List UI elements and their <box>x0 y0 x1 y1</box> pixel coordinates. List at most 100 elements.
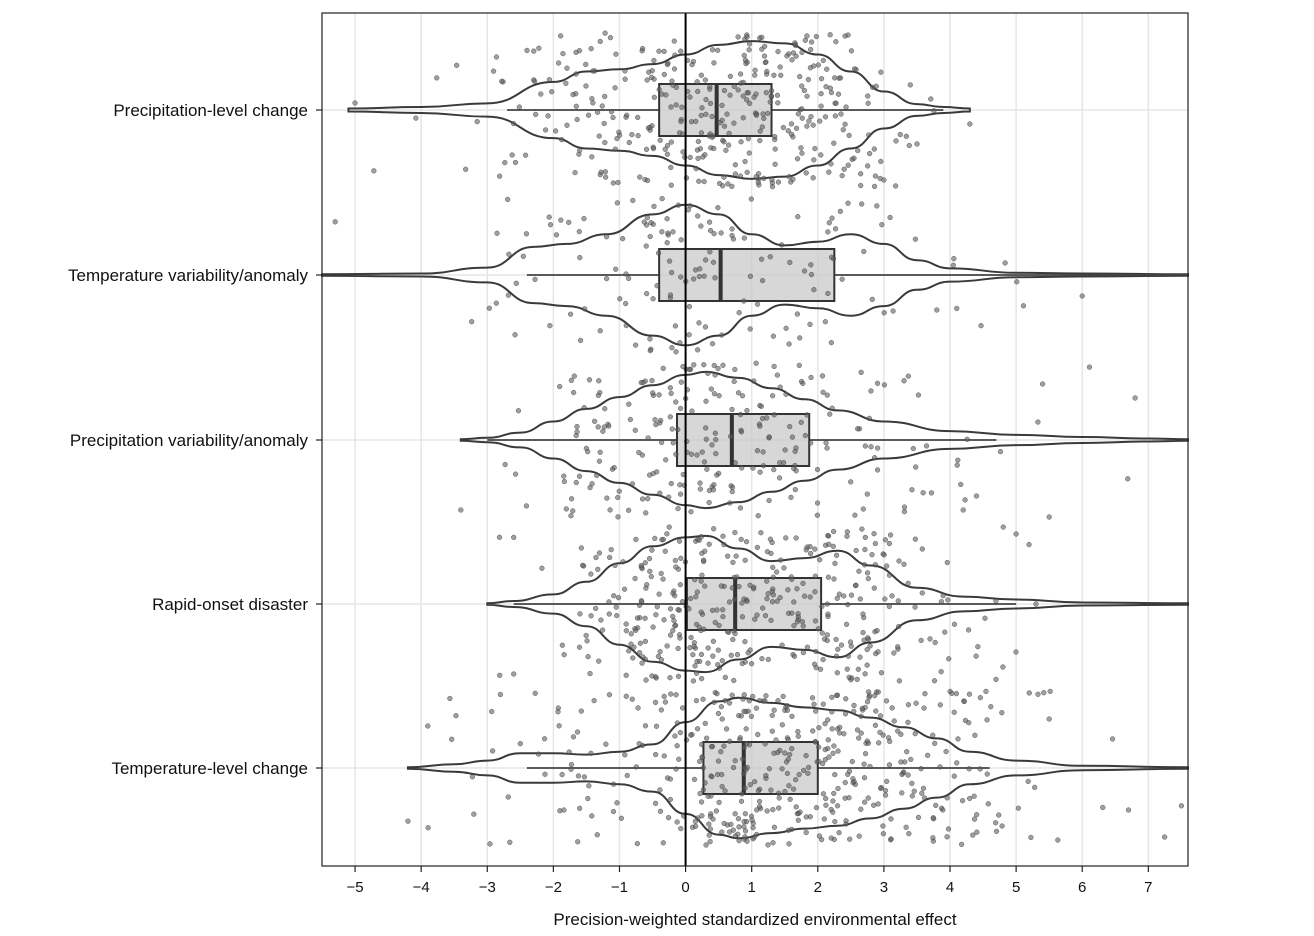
jitter-point <box>881 552 887 558</box>
jitter-point <box>849 758 855 765</box>
jitter-point <box>758 256 765 262</box>
jitter-point <box>581 306 588 312</box>
jitter-point-outlier <box>352 100 358 106</box>
jitter-point <box>738 139 744 145</box>
jitter-point <box>532 690 538 696</box>
jitter-point <box>635 705 641 711</box>
jitter-point <box>715 47 721 53</box>
jitter-point <box>632 427 638 433</box>
jitter-point <box>622 68 628 74</box>
jitter-point <box>493 300 500 306</box>
jitter-point <box>1035 691 1041 697</box>
jitter-point <box>571 373 577 379</box>
category-label-4: Temperature-level change <box>111 759 308 778</box>
jitter-point <box>785 756 791 762</box>
jitter-point <box>843 621 850 627</box>
jitter-point <box>771 412 777 418</box>
jitter-point <box>507 839 513 845</box>
jitter-point <box>589 481 595 487</box>
jitter-point <box>799 106 805 112</box>
jitter-point-outlier <box>425 723 431 729</box>
jitter-point <box>731 574 737 581</box>
jitter-point <box>662 699 669 705</box>
jitter-point <box>606 423 612 429</box>
jitter-point <box>639 452 646 458</box>
jitter-point <box>715 710 722 717</box>
jitter-point <box>736 824 742 830</box>
jitter-point <box>786 174 792 180</box>
jitter-point <box>596 133 602 139</box>
jitter-point <box>662 548 668 554</box>
jitter-point <box>711 145 717 152</box>
jitter-point <box>800 649 807 656</box>
jitter-point <box>770 840 776 846</box>
jitter-point <box>810 122 816 128</box>
jitter-point <box>874 467 881 473</box>
jitter-point <box>692 267 699 273</box>
jitter-point <box>746 41 753 47</box>
jitter-point <box>972 732 978 738</box>
jitter-point <box>829 694 835 700</box>
jitter-point <box>847 639 854 645</box>
jitter-point <box>965 627 972 633</box>
jitter-point <box>531 77 537 83</box>
jitter-point <box>819 630 825 636</box>
jitter-point <box>899 771 905 778</box>
jitter-point <box>788 574 795 580</box>
jitter-point <box>896 678 903 684</box>
jitter-point <box>828 340 835 346</box>
jitter-point <box>914 141 920 147</box>
jitter-point <box>649 377 655 384</box>
jitter-point <box>623 621 629 627</box>
jitter-point <box>552 128 559 134</box>
jitter-point <box>721 87 728 94</box>
jitter-point <box>650 624 656 630</box>
jitter-point <box>831 576 837 582</box>
jitter-point <box>533 111 539 118</box>
jitter-point <box>633 536 639 543</box>
jitter-point <box>792 777 799 783</box>
jitter-point <box>937 702 943 708</box>
jitter-point <box>630 655 636 661</box>
jitter-point <box>664 142 671 149</box>
jitter-point <box>855 426 861 432</box>
jitter-point <box>875 649 881 655</box>
jitter-point <box>1100 804 1106 811</box>
jitter-point <box>687 154 693 161</box>
jitter-point <box>897 131 903 138</box>
jitter-point <box>678 555 684 561</box>
jitter-point <box>698 799 705 805</box>
jitter-point <box>697 480 703 486</box>
jitter-point <box>719 332 725 338</box>
jitter-point <box>765 591 771 597</box>
jitter-point <box>716 622 722 629</box>
jitter-point <box>568 761 575 768</box>
jitter-point <box>835 785 841 792</box>
jitter-point <box>729 232 735 239</box>
jitter-point <box>886 762 893 768</box>
jitter-point <box>737 71 744 77</box>
jitter-point <box>805 770 811 777</box>
jitter-point <box>817 557 823 563</box>
jitter-point <box>775 179 782 185</box>
jitter-point <box>888 837 894 843</box>
jitter-point <box>938 669 944 675</box>
jitter-point <box>737 173 744 179</box>
jitter-point <box>653 723 660 729</box>
jitter-point <box>825 574 832 580</box>
jitter-point <box>931 678 938 684</box>
jitter-point <box>678 48 684 54</box>
jitter-point <box>862 751 869 757</box>
jitter-point <box>779 242 785 248</box>
jitter-point <box>839 173 845 179</box>
jitter-point <box>509 152 515 158</box>
jitter-point <box>875 801 881 807</box>
jitter-point <box>709 774 715 780</box>
jitter-point <box>686 332 692 338</box>
jitter-point <box>818 76 825 82</box>
jitter-point <box>561 478 568 485</box>
jitter-point <box>694 658 700 665</box>
jitter-point <box>750 693 756 700</box>
jitter-point <box>803 829 809 836</box>
